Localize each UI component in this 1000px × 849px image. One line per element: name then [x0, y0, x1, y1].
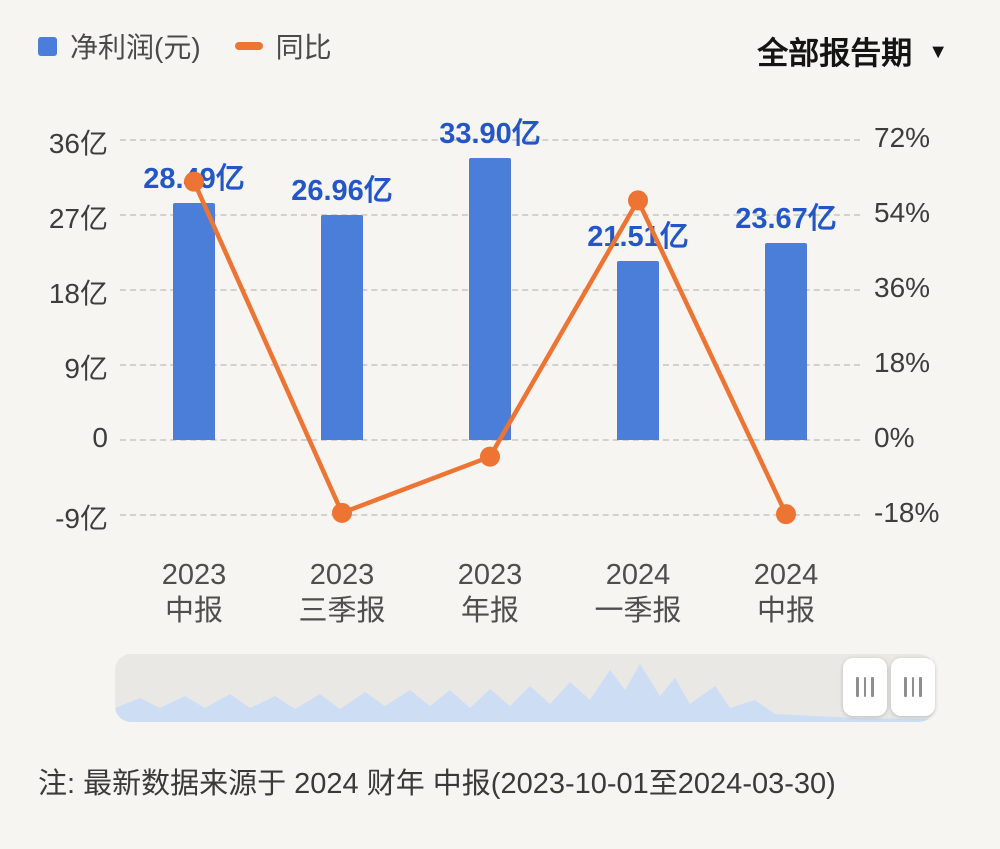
x-axis-label-line: 2023 — [309, 559, 375, 591]
x-axis-label-line: 一季报 — [594, 595, 682, 627]
x-axis-label: 2023 三季报 — [252, 557, 432, 629]
grip-icon — [856, 677, 859, 697]
footnote: 注: 最新数据来源于 2024 财年 中报(2023-10-01至2024-03… — [38, 768, 836, 800]
grid-line — [120, 139, 860, 141]
x-axis-label-line: 2024 — [753, 559, 819, 591]
x-axis-label-line: 中报 — [164, 595, 223, 627]
bar-value-label: 33.90亿 — [439, 117, 541, 150]
grip-icon — [871, 677, 874, 697]
x-axis-label-line: 中报 — [756, 595, 815, 627]
x-axis-label: 2024 一季报 — [548, 557, 728, 629]
yoy-marker[interactable] — [480, 446, 500, 467]
x-axis-label-line: 2023 — [457, 559, 523, 591]
grip-icon — [919, 677, 922, 697]
x-axis-label: 2023 年报 — [400, 557, 580, 629]
period-selector-label: 全部报告期 — [757, 36, 913, 71]
period-selector[interactable]: 全部报告期 ▼ — [757, 28, 948, 73]
y-axis-left-label: 27亿 — [48, 203, 108, 234]
y-axis-left-label: 9亿 — [64, 353, 108, 384]
navigator-handle-right[interactable] — [891, 658, 935, 716]
x-axis-label-line: 年报 — [460, 595, 519, 627]
yoy-marker[interactable] — [628, 190, 648, 211]
legend-swatch-yoy — [234, 42, 263, 50]
net-profit-bar[interactable] — [173, 202, 215, 440]
grip-icon — [911, 677, 915, 697]
y-axis-left-label: -9亿 — [55, 503, 108, 534]
x-axis-label-line: 2024 — [605, 559, 671, 591]
legend-swatch-net-profit — [38, 36, 57, 56]
x-axis-label-line: 2023 — [161, 559, 227, 591]
y-axis-right-label: 36% — [874, 272, 931, 303]
grip-icon — [904, 677, 907, 697]
yoy-marker[interactable] — [332, 502, 352, 523]
bar-value-label: 26.96亿 — [291, 175, 393, 208]
y-axis-right-label: 0% — [874, 422, 915, 453]
data-navigator[interactable] — [115, 654, 935, 722]
legend-item-net-profit[interactable]: 净利润(元) — [38, 26, 201, 66]
y-axis-right-label: 18% — [874, 347, 931, 378]
y-axis-right-label: 72% — [874, 122, 931, 153]
x-axis-label: 2024 中报 — [696, 557, 876, 629]
x-axis-label-line: 三季报 — [298, 595, 386, 627]
caret-down-icon: ▼ — [928, 41, 948, 63]
x-axis-label: 2023 中报 — [104, 557, 284, 629]
net-profit-bar[interactable] — [617, 260, 659, 440]
grid-line — [120, 514, 860, 516]
legend-label-net-profit: 净利润(元) — [70, 32, 201, 63]
net-profit-bar[interactable] — [321, 215, 363, 440]
y-axis-right-label: 54% — [874, 197, 931, 228]
navigator-silhouette — [115, 654, 935, 722]
grip-icon — [863, 677, 867, 697]
legend: 净利润(元) 同比 — [38, 26, 332, 66]
y-axis-right-label: -18% — [874, 497, 940, 528]
navigator-handle-left[interactable] — [843, 658, 887, 716]
legend-label-yoy: 同比 — [275, 32, 332, 63]
navigator-area-icon — [115, 664, 935, 722]
net-profit-bar[interactable] — [765, 242, 807, 440]
legend-item-yoy[interactable]: 同比 — [234, 26, 332, 66]
net-profit-bar[interactable] — [469, 157, 511, 440]
y-axis-left-label: 0 — [92, 422, 108, 453]
y-axis-left-label: 36亿 — [48, 128, 108, 159]
y-axis-left-label: 18亿 — [48, 278, 108, 309]
bar-value-label: 23.67亿 — [735, 202, 837, 235]
